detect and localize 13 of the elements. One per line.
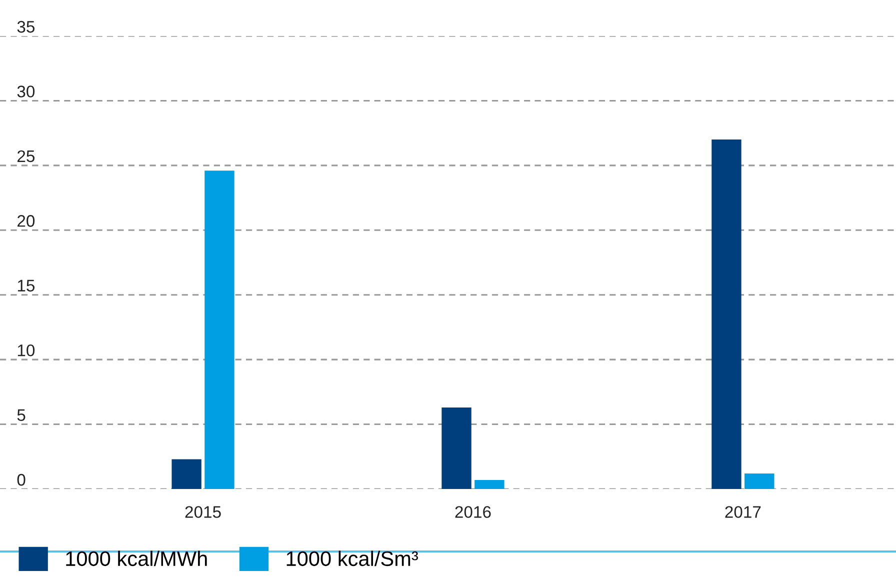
y-tick-label: 30 (17, 86, 35, 98)
x-tick-label: 2016 (455, 506, 491, 518)
x-tick-label: 2015 (185, 506, 221, 518)
y-tick-label: 15 (18, 280, 35, 292)
legend-label: 1000 kcal/Sm³ (286, 550, 418, 566)
x-tick-label: 2017 (725, 506, 761, 518)
y-tick-label: 35 (17, 20, 35, 33)
y-tick-label: 10 (18, 344, 35, 356)
legend-label: 1000 kcal/MWh (66, 550, 207, 566)
y-tick-label: 0 (17, 474, 26, 486)
y-tick-label: 20 (18, 215, 35, 227)
y-tick-label: 5 (17, 409, 26, 421)
y-tick-label: 25 (18, 150, 35, 162)
